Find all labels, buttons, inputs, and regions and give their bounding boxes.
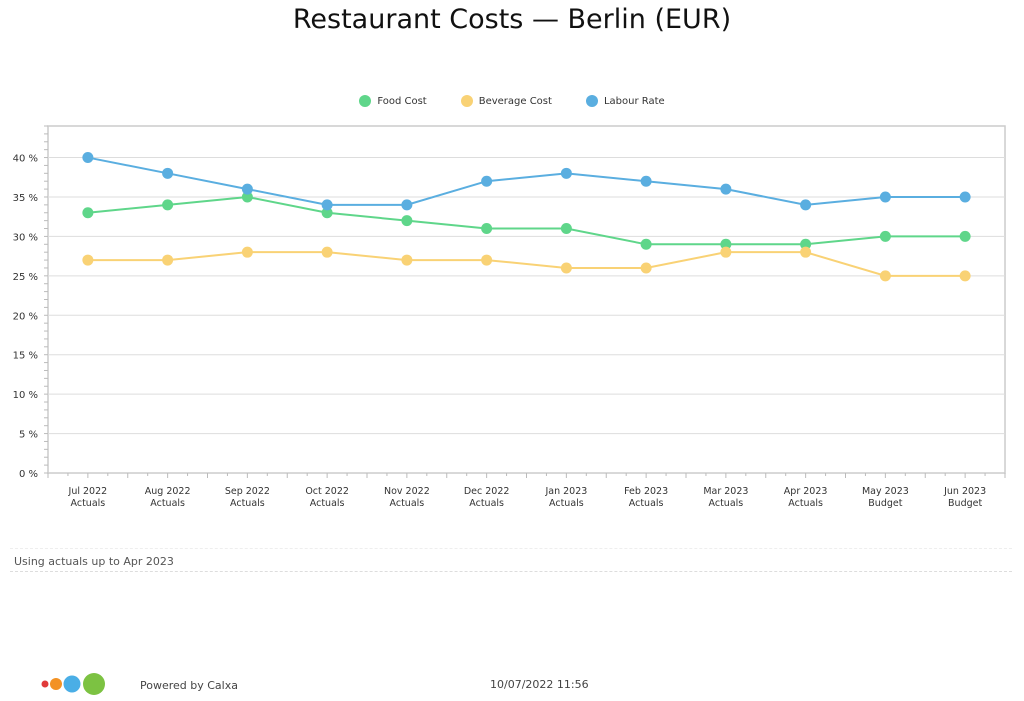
x-tick-label: Dec 2022: [464, 486, 510, 497]
data-point-food-cost: [879, 230, 891, 242]
data-point-food-cost: [401, 215, 413, 227]
data-point-beverage-cost: [560, 262, 572, 274]
data-point-labour-rate: [401, 199, 413, 211]
x-tick-label: Apr 2023: [784, 486, 828, 497]
data-point-beverage-cost: [800, 246, 812, 258]
y-tick-label: 25 %: [13, 272, 38, 283]
x-tick-label: Aug 2022: [145, 486, 191, 497]
data-point-food-cost: [640, 238, 652, 250]
data-point-food-cost: [481, 223, 493, 235]
series-line-food-cost: [87, 195, 966, 246]
y-tick-label: 30 %: [13, 232, 38, 243]
data-point-food-cost: [560, 223, 572, 235]
data-point-beverage-cost: [321, 246, 333, 258]
x-tick-label: Nov 2022: [384, 486, 430, 497]
logo-dot-orange: [50, 678, 62, 690]
x-tick-label: Actuals: [71, 498, 106, 509]
data-point-labour-rate: [640, 175, 652, 187]
legend-label: Labour Rate: [603, 95, 665, 107]
data-point-food-cost: [800, 238, 812, 250]
x-tick-label: Jun 2023: [943, 486, 986, 497]
data-point-food-cost: [82, 207, 94, 219]
data-point-beverage-cost: [162, 254, 174, 266]
y-tick-label: 0 %: [19, 469, 38, 480]
y-tick-label: 40 %: [13, 154, 38, 165]
data-point-beverage-cost: [401, 254, 413, 266]
data-point-labour-rate: [481, 175, 493, 187]
legend-marker: [460, 95, 473, 107]
data-point-labour-rate: [241, 183, 253, 195]
x-tick-label: Feb 2023: [624, 486, 668, 497]
data-point-beverage-cost: [241, 246, 253, 258]
data-point-labour-rate: [959, 191, 971, 203]
data-point-food-cost: [162, 199, 174, 211]
data-point-food-cost: [241, 191, 253, 203]
series-line-labour-rate: [87, 156, 966, 206]
data-point-labour-rate: [720, 183, 732, 195]
data-point-food-cost: [321, 207, 333, 219]
x-tick-label: Actuals: [709, 498, 744, 509]
logo-dot-green: [83, 673, 105, 695]
y-tick-label: 35 %: [13, 193, 38, 204]
data-point-beverage-cost: [640, 262, 652, 274]
data-point-beverage-cost: [720, 246, 732, 258]
y-tick-label: 20 %: [13, 311, 38, 322]
y-tick-label: 5 %: [19, 430, 38, 441]
data-point-labour-rate: [321, 199, 333, 211]
timestamp: 10/07/2022 11:56: [490, 678, 589, 691]
logo-dot-blue: [63, 675, 81, 693]
legend-item-labour-rate[interactable]: Labour Rate: [585, 95, 665, 107]
legend-label: Food Cost: [377, 95, 427, 107]
y-tick-label: 15 %: [13, 351, 38, 362]
x-tick-label: Actuals: [150, 498, 185, 509]
y-tick-label: 10 %: [13, 390, 38, 401]
x-tick-label: Actuals: [629, 498, 664, 509]
x-tick-label: Jul 2022: [68, 486, 108, 497]
powered-by: Powered by Calxa: [140, 679, 238, 692]
x-tick-label: May 2023: [862, 486, 909, 497]
logo-dot-red: [41, 680, 49, 688]
data-point-labour-rate: [82, 152, 94, 164]
chart-title: Restaurant Costs — Berlin (EUR): [292, 4, 732, 35]
data-point-labour-rate: [162, 167, 174, 179]
line-chart: 0 % 5 % 10 % 15 % 20 % 25 % 30 % 35 % 40 % Jul 20…: [13, 125, 1006, 509]
legend-item-beverage-cost[interactable]: Beverage Cost: [460, 95, 552, 107]
x-tick-label: Jan 2023: [544, 486, 587, 497]
calxa-logo: [41, 673, 105, 695]
x-tick-label: Oct 2022: [305, 486, 349, 497]
x-tick-label: Budget: [868, 498, 902, 509]
data-point-beverage-cost: [879, 270, 891, 282]
series-line-beverage-cost: [87, 251, 966, 277]
x-tick-label: Actuals: [549, 498, 584, 509]
data-point-food-cost: [959, 230, 971, 242]
plot-area: [47, 125, 1006, 474]
actuals-note: Using actuals up to Apr 2023: [10, 548, 1012, 572]
data-point-beverage-cost: [481, 254, 493, 266]
data-point-labour-rate: [560, 167, 572, 179]
x-tick-label: Mar 2023: [703, 486, 748, 497]
x-tick-label: Actuals: [469, 498, 504, 509]
x-tick-label: Actuals: [788, 498, 823, 509]
data-point-beverage-cost: [959, 270, 971, 282]
data-point-labour-rate: [800, 199, 812, 211]
x-tick-label: Actuals: [390, 498, 425, 509]
legend-marker: [585, 95, 598, 107]
data-point-beverage-cost: [82, 254, 94, 266]
legend-label: Beverage Cost: [478, 95, 552, 107]
x-tick-label: Budget: [948, 498, 982, 509]
data-point-labour-rate: [879, 191, 891, 203]
legend: Food Cost Beverage Cost Labour Rate: [0, 95, 1024, 107]
x-tick-label: Sep 2022: [225, 486, 270, 497]
legend-item-food-cost[interactable]: Food Cost: [359, 95, 427, 107]
legend-marker: [359, 95, 372, 107]
data-point-food-cost: [720, 238, 732, 250]
x-tick-label: Actuals: [230, 498, 265, 509]
x-tick-label: Actuals: [310, 498, 345, 509]
